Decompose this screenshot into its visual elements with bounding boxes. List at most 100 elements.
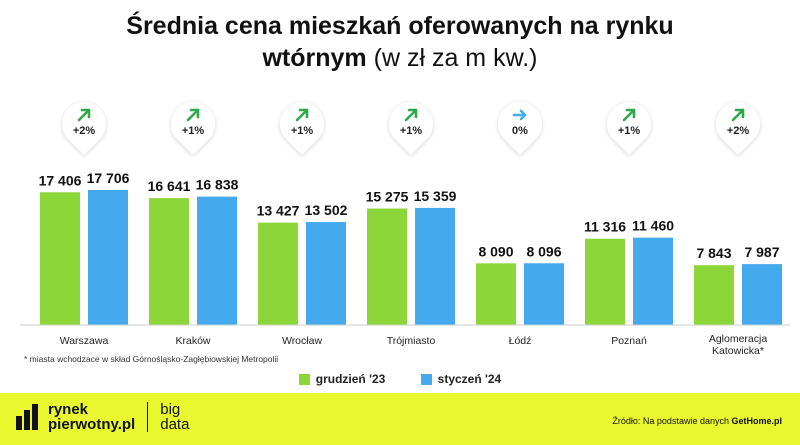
bars-group: 17 406 17 706 16 641 16 838 13 427 13 502 15 2… xyxy=(39,170,782,325)
bar-styczen-5 xyxy=(633,237,673,325)
arrow-head xyxy=(734,108,745,119)
arrow-up-right-icon-0 xyxy=(77,108,91,122)
value-label-styczen-0: 17 706 xyxy=(87,170,130,186)
bar-styczen-3 xyxy=(415,207,455,325)
brand-sub-line-2: data xyxy=(160,416,190,433)
brand-name: rynek pierwotny.pl xyxy=(48,402,135,432)
bar-grudzien-1 xyxy=(149,198,189,325)
arrow-head xyxy=(625,108,636,119)
brand-sub-line-1: big xyxy=(160,401,181,418)
change-pin-4 xyxy=(498,102,542,155)
title-bold-word: wtórnym xyxy=(262,44,367,72)
brand-sub: big data xyxy=(160,402,189,432)
arrow-shaft xyxy=(731,108,745,122)
arrow-shaft xyxy=(186,108,200,122)
bar-styczen-2 xyxy=(306,222,346,325)
value-label-grudzien-4: 8 090 xyxy=(478,243,513,259)
footer-bar: rynek pierwotny.pl big data Źródło: Na p… xyxy=(0,393,800,445)
source-prefix: Źródło: Na podstawie danych xyxy=(612,416,732,426)
bar-styczen-0 xyxy=(88,190,128,325)
category-label-5: Poznań xyxy=(611,335,647,347)
bar-grudzien-5 xyxy=(585,238,625,325)
arrow-shaft xyxy=(77,108,91,122)
value-label-grudzien-5: 11 316 xyxy=(584,219,626,235)
category-label-3: Trójmiasto xyxy=(387,335,436,347)
title-unit: (w zł za m kw.) xyxy=(366,44,538,72)
value-label-styczen-5: 11 460 xyxy=(632,218,674,234)
legend-swatch-grudzien xyxy=(298,373,310,385)
bars-logo-icon xyxy=(16,404,38,430)
value-label-styczen-2: 13 502 xyxy=(305,202,348,218)
change-pin-2 xyxy=(280,102,324,155)
category-label-0: Warszawa xyxy=(60,335,109,347)
arrow-right-icon-4 xyxy=(512,109,527,121)
value-label-styczen-3: 15 359 xyxy=(414,188,457,204)
value-label-styczen-6: 7 987 xyxy=(744,244,779,260)
arrow-shaft xyxy=(622,108,636,122)
category-label-2: Wrocław xyxy=(282,335,322,347)
change-label-0: +2% xyxy=(73,125,96,137)
legend: grudzień '23 styczeń '24 xyxy=(0,372,800,388)
value-label-grudzien-2: 13 427 xyxy=(257,203,300,219)
footnote: * miasta wchodzace w skład Górnośląsko-Z… xyxy=(24,354,279,364)
brand-name-line-2: pierwotny.pl xyxy=(48,416,136,433)
arrow-up-right-icon-3 xyxy=(404,108,418,122)
change-label-2: +1% xyxy=(291,125,314,137)
bar-styczen-4 xyxy=(524,263,564,325)
bar-grudzien-3 xyxy=(367,208,407,325)
bar-grudzien-6 xyxy=(694,265,734,325)
arrow-head xyxy=(298,108,309,119)
category-label-6-line-0: Aglomeracja xyxy=(709,333,768,345)
legend-label-grudzien: grudzień '23 xyxy=(315,372,386,386)
title-line-1: Średnia cena mieszkań oferowanych na ryn… xyxy=(126,12,674,40)
change-pin-0 xyxy=(62,102,107,155)
category-labels: Warszawa Kraków Wrocław Trójmiasto Łódź Pozna… xyxy=(60,333,768,357)
value-label-grudzien-6: 7 843 xyxy=(696,245,731,261)
change-pin-1 xyxy=(171,102,215,155)
change-label-5: +1% xyxy=(618,125,641,137)
chart-title: Średnia cena mieszkań oferowanych na ryn… xyxy=(0,10,800,74)
arrow-up-right-icon-6 xyxy=(731,108,745,122)
source-note: Źródło: Na podstawie danych GetHome.pl xyxy=(612,416,782,426)
arrow-up-right-icon-5 xyxy=(622,108,636,122)
legend-item-grudzien: grudzień '23 xyxy=(298,372,386,386)
value-label-styczen-4: 8 096 xyxy=(526,243,561,259)
value-label-grudzien-0: 17 406 xyxy=(39,172,82,188)
bar-grudzien-4 xyxy=(476,263,516,325)
bar-grudzien-0 xyxy=(40,192,80,325)
arrow-head xyxy=(519,109,527,121)
title-line-2: wtórnym (w zł za m kw.) xyxy=(0,42,800,74)
bar-styczen-6 xyxy=(742,264,782,325)
change-label-1: +1% xyxy=(182,125,205,137)
value-label-grudzien-1: 16 641 xyxy=(148,178,191,194)
legend-item-styczen: styczeń '24 xyxy=(420,372,502,386)
category-label-1: Kraków xyxy=(175,335,210,347)
arrow-up-right-icon-1 xyxy=(186,108,200,122)
value-label-grudzien-3: 15 275 xyxy=(366,189,409,205)
change-pin-5 xyxy=(607,102,651,155)
arrow-shaft xyxy=(295,108,309,122)
legend-swatch-styczen xyxy=(420,373,432,385)
change-pin-6 xyxy=(716,102,760,155)
arrow-head xyxy=(189,108,200,119)
category-label-6-line-1: Katowicka* xyxy=(712,345,764,357)
category-label-4: Łódź xyxy=(509,335,532,347)
arrow-up-right-icon-2 xyxy=(295,108,309,122)
arrow-shaft xyxy=(404,108,418,122)
arrow-head xyxy=(407,108,418,119)
change-label-6: +2% xyxy=(727,125,750,137)
value-label-styczen-1: 16 838 xyxy=(196,177,239,193)
change-pin-3 xyxy=(389,102,433,155)
change-markers: +2% +1% +1% +1% 0% +1% +2% xyxy=(62,102,760,155)
brand-logo: rynek pierwotny.pl big data xyxy=(14,402,189,432)
source-name: GetHome.pl xyxy=(731,416,782,426)
bar-grudzien-2 xyxy=(258,222,298,325)
legend-label-styczen: styczeń '24 xyxy=(437,372,502,386)
change-label-3: +1% xyxy=(400,125,423,137)
change-label-4: 0% xyxy=(512,125,528,137)
brand-separator xyxy=(147,402,149,432)
brand-name-line-1: rynek xyxy=(48,401,89,418)
arrow-head xyxy=(80,108,91,119)
bar-styczen-1 xyxy=(197,196,237,325)
